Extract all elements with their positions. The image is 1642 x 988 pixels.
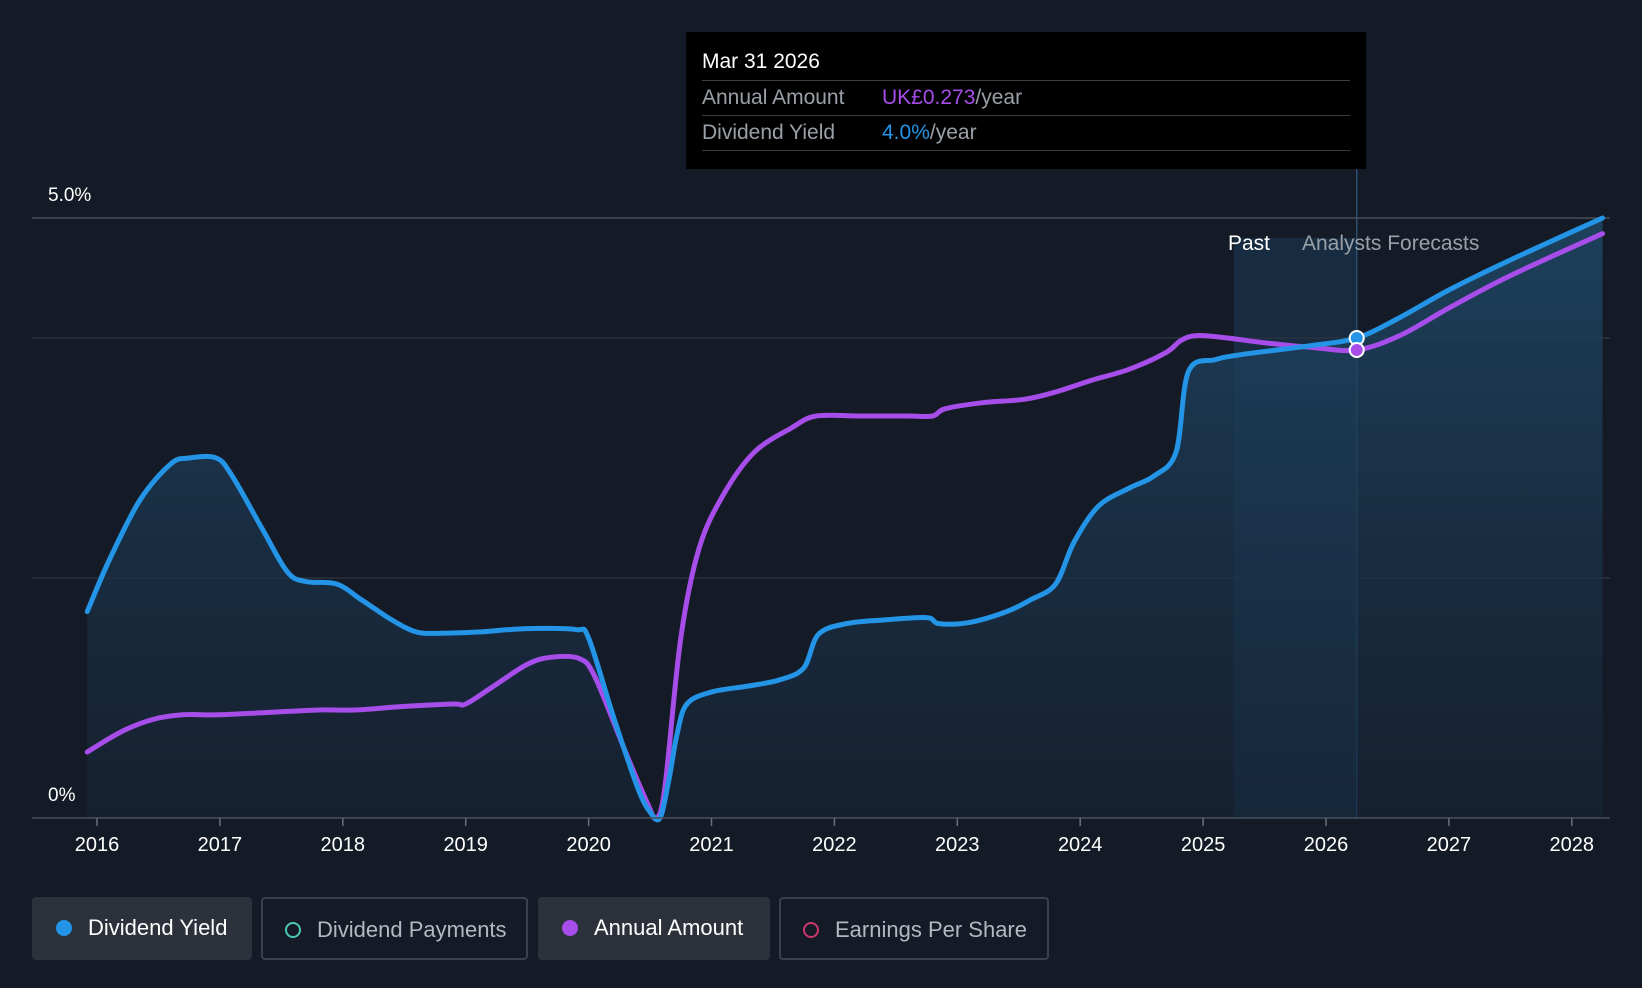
x-tick-label: 2023 [935,834,980,856]
x-tick-label: 2020 [566,834,611,856]
tooltip-yield-value: 4.0% [882,121,930,144]
x-tick-label: 2021 [689,834,734,856]
y-tick-label-top: 5.0% [48,185,91,206]
annual-amount-marker [1348,342,1365,358]
legend-label: Annual Amount [594,915,744,940]
highlight-markers [1348,330,1365,358]
x-tick-label: 2022 [812,834,857,856]
dividend-yield-line [84,215,1605,823]
legend-earnings-per-share[interactable]: Earnings Per Share [779,897,1049,960]
tooltip-yield-label: Dividend Yield [702,121,836,144]
tooltip-annual-row: Annual Amount UK£0.273/year [702,81,1350,116]
annual-amount-line [84,231,1605,822]
x-tick-label: 2028 [1550,834,1595,856]
tooltip-yield-row: Dividend Yield 4.0%/year [702,116,1350,151]
tooltip-date: Mar 31 2026 [702,46,1350,81]
x-tick-label: 2024 [1058,834,1103,856]
x-tick-label: 2027 [1427,834,1472,856]
tooltip-annual-value-wrap: UK£0.273/year [882,81,1022,115]
dividend-payments-ring-icon [285,922,301,938]
x-tick-label: 2025 [1181,834,1226,856]
legend-label: Earnings Per Share [835,917,1027,942]
annual-amount-dot-icon [562,920,578,936]
x-tick-label: 2026 [1304,834,1349,856]
tooltip-yield-value-wrap: 4.0%/year [882,116,977,150]
legend-annual-amount[interactable]: Annual Amount [538,897,770,960]
tooltip-annual-value: UK£0.273 [882,86,976,109]
yield-area-fill [87,218,1603,820]
legend-dividend-payments[interactable]: Dividend Payments [261,897,528,960]
legend-label: Dividend Payments [317,917,507,942]
forecast-label: Analysts Forecasts [1302,232,1479,255]
series-lines [84,215,1605,823]
tooltip-yield-unit: /year [929,121,977,144]
earnings-per-share-ring-icon [803,922,819,938]
x-tick-label: 2016 [75,834,120,856]
yield-area [87,218,1603,820]
tooltip-annual-unit: /year [975,86,1023,109]
x-axis: 2016 2017 2018 2019 2020 2021 2022 2023 2024 2025… [32,817,1610,856]
legend-label: Dividend Yield [88,915,228,940]
y-tick-label-bottom: 0% [48,785,76,806]
x-tick-label: 2018 [321,834,366,856]
legend-dividend-yield[interactable]: Dividend Yield [32,897,252,960]
x-tick-label: 2019 [443,834,488,856]
tooltip-annual-label: Annual Amount [702,86,845,109]
dividend-yield-dot-icon [56,920,72,936]
past-label: Past [1228,232,1270,255]
x-tick-label: 2017 [198,834,243,856]
data-tooltip: Mar 31 2026 Annual Amount UK£0.273/year … [686,32,1366,169]
